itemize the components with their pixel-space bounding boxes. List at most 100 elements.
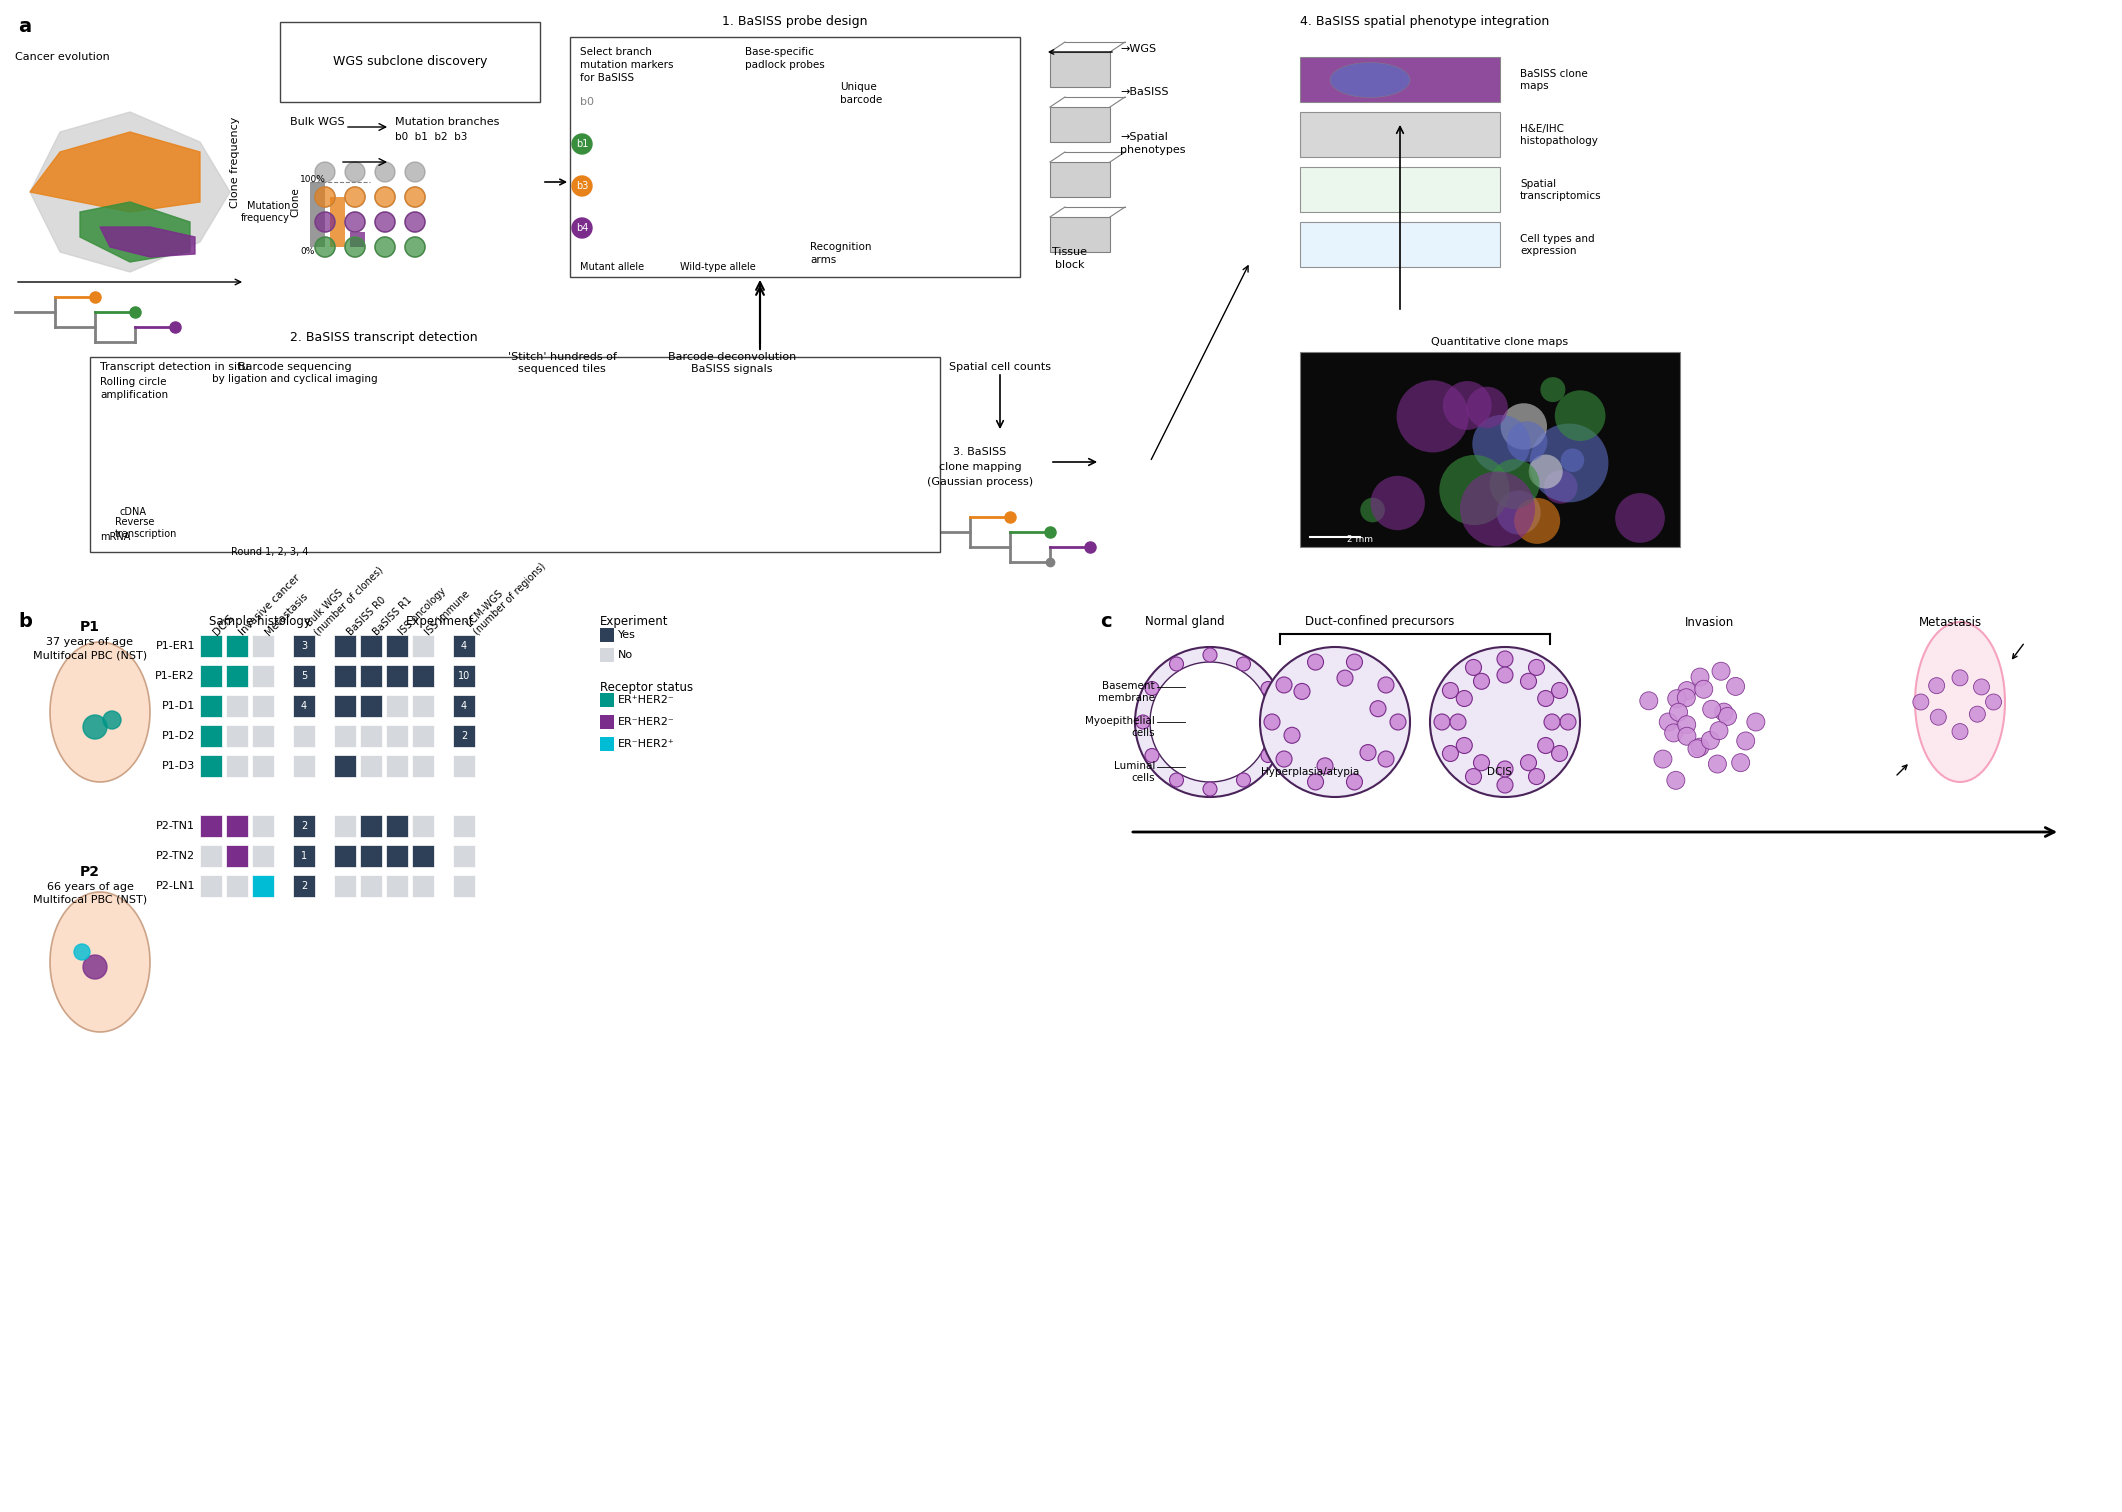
Circle shape bbox=[1377, 677, 1394, 692]
Text: c: c bbox=[1099, 612, 1112, 631]
Text: 100%: 100% bbox=[299, 174, 327, 183]
Circle shape bbox=[1719, 708, 1736, 726]
Text: →WGS: →WGS bbox=[1120, 44, 1156, 54]
Text: Reverse: Reverse bbox=[115, 517, 155, 528]
Text: WGS subclone discovery: WGS subclone discovery bbox=[333, 56, 488, 68]
Text: 2 mm: 2 mm bbox=[550, 535, 575, 544]
Bar bbox=[452, 845, 475, 866]
Text: mutation markers: mutation markers bbox=[579, 60, 673, 70]
Circle shape bbox=[1551, 745, 1568, 762]
Circle shape bbox=[1169, 773, 1184, 788]
Text: 0%: 0% bbox=[299, 248, 314, 257]
Circle shape bbox=[1912, 694, 1929, 711]
Text: Mutation
frequency: Mutation frequency bbox=[242, 201, 291, 222]
Text: b0: b0 bbox=[579, 97, 594, 107]
Text: 4: 4 bbox=[460, 641, 467, 652]
Text: H&E/IHC
histopathology: H&E/IHC histopathology bbox=[1519, 124, 1598, 145]
Circle shape bbox=[1473, 754, 1490, 771]
Polygon shape bbox=[30, 132, 199, 212]
Bar bbox=[333, 875, 356, 897]
Bar bbox=[1050, 51, 1110, 88]
Circle shape bbox=[1746, 714, 1766, 730]
Text: 4: 4 bbox=[301, 702, 308, 711]
Text: 2: 2 bbox=[460, 730, 467, 741]
Circle shape bbox=[1530, 423, 1608, 502]
Text: BaSISS R1: BaSISS R1 bbox=[371, 594, 414, 637]
Text: block: block bbox=[1055, 260, 1084, 271]
Text: 4. BaSISS spatial phenotype integration: 4. BaSISS spatial phenotype integration bbox=[1301, 15, 1549, 29]
Circle shape bbox=[1687, 739, 1706, 758]
Bar bbox=[412, 815, 435, 838]
Bar bbox=[253, 845, 274, 866]
Bar bbox=[361, 696, 382, 717]
Bar bbox=[386, 875, 407, 897]
Circle shape bbox=[1146, 748, 1159, 762]
Bar bbox=[310, 181, 325, 246]
Bar bbox=[486, 369, 641, 544]
Circle shape bbox=[1377, 751, 1394, 767]
Text: No: No bbox=[618, 650, 632, 661]
Bar bbox=[227, 845, 248, 866]
Bar bbox=[199, 754, 223, 777]
Text: Round 1, 2, 3, 4: Round 1, 2, 3, 4 bbox=[231, 547, 308, 556]
Circle shape bbox=[1269, 715, 1284, 729]
Bar bbox=[361, 665, 382, 686]
Text: Normal gland: Normal gland bbox=[1146, 615, 1224, 629]
Bar bbox=[361, 875, 382, 897]
Circle shape bbox=[1294, 683, 1309, 700]
Text: Metastasis: Metastasis bbox=[263, 591, 310, 637]
Text: b0  b1  b2  b3: b0 b1 b2 b3 bbox=[395, 132, 467, 142]
Circle shape bbox=[1695, 680, 1712, 699]
Bar bbox=[386, 635, 407, 658]
Bar bbox=[293, 635, 314, 658]
Circle shape bbox=[1679, 715, 1695, 733]
Text: P1-ER1: P1-ER1 bbox=[155, 641, 195, 652]
Text: 2 mm: 2 mm bbox=[1347, 535, 1373, 544]
Text: Tissue: Tissue bbox=[1053, 246, 1086, 257]
Circle shape bbox=[573, 175, 592, 197]
Bar bbox=[386, 696, 407, 717]
Circle shape bbox=[1732, 753, 1751, 771]
Polygon shape bbox=[100, 227, 195, 257]
Circle shape bbox=[1318, 758, 1333, 774]
Circle shape bbox=[346, 237, 365, 257]
Bar bbox=[412, 845, 435, 866]
Circle shape bbox=[1260, 748, 1275, 762]
Text: for BaSISS: for BaSISS bbox=[579, 73, 634, 83]
Text: Myoepithelial
cells: Myoepithelial cells bbox=[1084, 717, 1154, 738]
Circle shape bbox=[1449, 714, 1466, 730]
Circle shape bbox=[1443, 745, 1458, 762]
Bar bbox=[386, 665, 407, 686]
Bar bbox=[601, 627, 613, 643]
Text: Yes: Yes bbox=[618, 631, 637, 640]
Circle shape bbox=[1466, 768, 1481, 785]
Circle shape bbox=[1551, 682, 1568, 699]
Text: b4: b4 bbox=[575, 222, 588, 233]
Circle shape bbox=[1443, 682, 1458, 699]
Bar bbox=[333, 815, 356, 838]
Text: ER⁻HER2⁻: ER⁻HER2⁻ bbox=[618, 717, 675, 727]
Circle shape bbox=[346, 162, 365, 181]
Circle shape bbox=[1560, 714, 1577, 730]
Bar bbox=[386, 724, 407, 747]
Circle shape bbox=[1360, 744, 1375, 761]
Bar bbox=[1301, 57, 1500, 101]
Text: Select branch: Select branch bbox=[579, 47, 651, 57]
Bar bbox=[333, 845, 356, 866]
Bar bbox=[253, 635, 274, 658]
Circle shape bbox=[1541, 376, 1566, 402]
Text: (Gaussian process): (Gaussian process) bbox=[927, 476, 1033, 487]
Text: Bulk WGS: Bulk WGS bbox=[291, 116, 344, 127]
Circle shape bbox=[1528, 768, 1545, 785]
Circle shape bbox=[1952, 670, 1967, 686]
Circle shape bbox=[1390, 714, 1407, 730]
Bar bbox=[1301, 222, 1500, 268]
Text: T: T bbox=[246, 528, 255, 538]
Circle shape bbox=[1702, 700, 1721, 718]
Bar bbox=[333, 696, 356, 717]
Bar bbox=[253, 696, 274, 717]
Bar bbox=[253, 724, 274, 747]
Text: Luminal
cells: Luminal cells bbox=[1114, 761, 1154, 783]
Bar bbox=[649, 369, 815, 544]
Circle shape bbox=[1515, 497, 1560, 544]
